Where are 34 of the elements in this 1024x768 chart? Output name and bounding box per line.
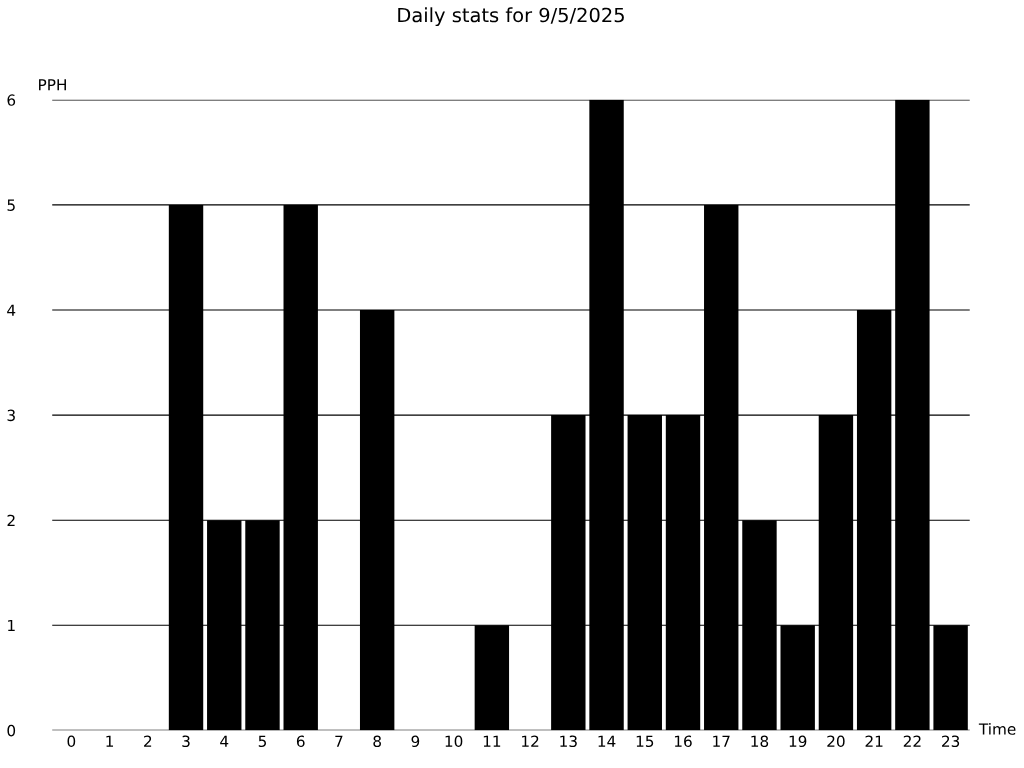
x-tick-label: 13 bbox=[560, 735, 577, 748]
x-tick-label: 18 bbox=[751, 735, 769, 748]
x-tick-label: 16 bbox=[674, 735, 692, 748]
y-tick-label: 4 bbox=[7, 304, 16, 316]
x-tick-label: 22 bbox=[903, 735, 921, 747]
x-axis-title: Time bbox=[978, 722, 1016, 735]
x-tick-label: 2 bbox=[144, 735, 152, 747]
y-axis-title: PPH bbox=[39, 79, 66, 91]
y-tick-label: 6 bbox=[7, 94, 16, 106]
x-tick-label: 20 bbox=[827, 735, 845, 748]
x-tick-label: 11 bbox=[483, 735, 501, 747]
x-tick-label: 19 bbox=[789, 735, 807, 748]
x-tick-label: 4 bbox=[220, 735, 229, 747]
x-tick-label: 5 bbox=[258, 735, 267, 748]
x-tick-label: 12 bbox=[522, 735, 539, 747]
x-tick-label: 7 bbox=[335, 735, 343, 747]
x-tick-label: 10 bbox=[445, 735, 463, 748]
x-tick-label: 14 bbox=[598, 735, 616, 747]
x-tick-label: 23 bbox=[942, 735, 960, 748]
x-tick-label: 1 bbox=[106, 735, 114, 747]
y-tick-label: 2 bbox=[7, 514, 15, 526]
x-tick-label: 9 bbox=[411, 735, 420, 748]
x-tick-label: 6 bbox=[296, 735, 305, 748]
y-tick-label: 0 bbox=[7, 724, 16, 737]
x-tick-label: 0 bbox=[67, 735, 76, 748]
x-tick-label: 3 bbox=[182, 735, 190, 748]
x-tick-label: 17 bbox=[713, 735, 730, 747]
x-tick-label: 8 bbox=[373, 735, 381, 748]
y-tick-label: 5 bbox=[7, 199, 15, 211]
x-tick-label: 15 bbox=[636, 735, 654, 748]
x-tick-label: 21 bbox=[865, 735, 883, 747]
chart-title: Daily stats for 9/5/2025 bbox=[398, 7, 624, 27]
y-tick-label: 1 bbox=[8, 619, 15, 632]
y-tick-label: 3 bbox=[7, 409, 15, 422]
